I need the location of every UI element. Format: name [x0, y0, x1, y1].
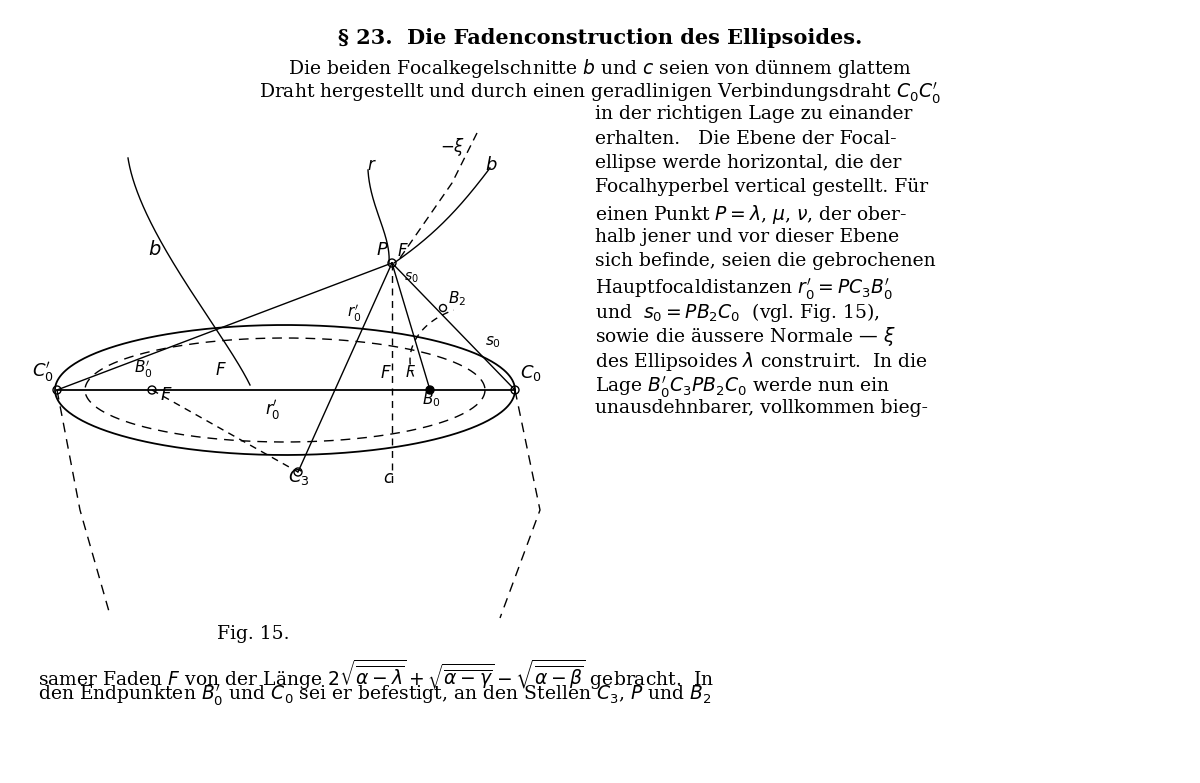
Text: $F$: $F$ — [397, 243, 409, 260]
Text: des Ellipsoides $\lambda$ construirt.  In die: des Ellipsoides $\lambda$ construirt. In… — [595, 350, 928, 373]
Text: $b$: $b$ — [148, 240, 162, 259]
Text: $r_0'$: $r_0'$ — [347, 303, 361, 324]
Text: Hauptfocaldistanzen $r_0^{\prime} = PC_3 B_0^{\prime}$: Hauptfocaldistanzen $r_0^{\prime} = PC_3… — [595, 276, 893, 302]
Text: einen Punkt $P = \lambda$, $\mu$, $\nu$, der ober-: einen Punkt $P = \lambda$, $\mu$, $\nu$,… — [595, 203, 907, 226]
Text: halb jener und vor dieser Ebene: halb jener und vor dieser Ebene — [595, 228, 899, 246]
Text: $b$: $b$ — [485, 156, 498, 174]
Text: $c$: $c$ — [383, 470, 394, 487]
Text: $B_0$: $B_0$ — [422, 390, 440, 409]
Text: sowie die äussere Normale — $\xi$: sowie die äussere Normale — $\xi$ — [595, 326, 895, 348]
Text: sich befinde, seien die gebrochenen: sich befinde, seien die gebrochenen — [595, 252, 936, 270]
Text: $r$: $r$ — [367, 157, 377, 174]
Text: $F$: $F$ — [406, 364, 416, 380]
Text: $s_0$: $s_0$ — [404, 271, 419, 285]
Text: Focalhyperbel vertical gestellt. Für: Focalhyperbel vertical gestellt. Für — [595, 179, 928, 197]
Text: und  $s_0 = PB_2 C_0$  (vgl. Fig. 15),: und $s_0 = PB_2 C_0$ (vgl. Fig. 15), — [595, 301, 880, 324]
Text: samer Faden $F$ von der Länge $2\sqrt{\overline{\alpha-\lambda}}+\sqrt{\overline: samer Faden $F$ von der Länge $2\sqrt{\o… — [38, 658, 714, 692]
Text: $r_0'$: $r_0'$ — [265, 399, 281, 423]
Text: in der richtigen Lage zu einander: in der richtigen Lage zu einander — [595, 105, 912, 123]
Text: $C_0$: $C_0$ — [520, 363, 541, 383]
Text: § 23.  Die Fadenconstruction des Ellipsoides.: § 23. Die Fadenconstruction des Ellipsoi… — [338, 28, 862, 48]
Text: erhalten.   Die Ebene der Focal-: erhalten. Die Ebene der Focal- — [595, 129, 896, 147]
Text: $P$: $P$ — [376, 241, 389, 259]
Text: den Endpunkten $B_0^{\prime}$ und $C_0$ sei er befestigt, an den Stellen $C_3$, : den Endpunkten $B_0^{\prime}$ und $C_0$ … — [38, 683, 712, 709]
Text: Fig. 15.: Fig. 15. — [217, 625, 289, 643]
Text: $B_2$: $B_2$ — [448, 289, 466, 308]
Text: unausdehnbarer, vollkommen bieg-: unausdehnbarer, vollkommen bieg- — [595, 399, 928, 417]
Text: $C_3$: $C_3$ — [288, 467, 310, 487]
Text: Die beiden Focalkegelschnitte $b$ und $c$ seien von dünnem glattem: Die beiden Focalkegelschnitte $b$ und $c… — [288, 57, 912, 80]
Text: Lage $B_0^{\prime} C_3 P B_2 C_0$ werde nun ein: Lage $B_0^{\prime} C_3 P B_2 C_0$ werde … — [595, 374, 890, 400]
Text: $F$: $F$ — [215, 362, 227, 379]
Text: Draht hergestellt und durch einen geradlinigen Verbindungsdraht $C_0 C_0'$: Draht hergestellt und durch einen geradl… — [259, 80, 941, 106]
Text: $-\xi$: $-\xi$ — [440, 136, 466, 158]
Text: $B_0'$: $B_0'$ — [134, 359, 152, 380]
Text: $C_0'$: $C_0'$ — [32, 360, 54, 384]
Circle shape — [426, 386, 434, 394]
Text: ellipse werde horizontal, die der: ellipse werde horizontal, die der — [595, 154, 901, 172]
Text: $F$: $F$ — [160, 386, 173, 404]
Text: $F$: $F$ — [380, 365, 391, 382]
Text: $s_0$: $s_0$ — [485, 334, 502, 350]
